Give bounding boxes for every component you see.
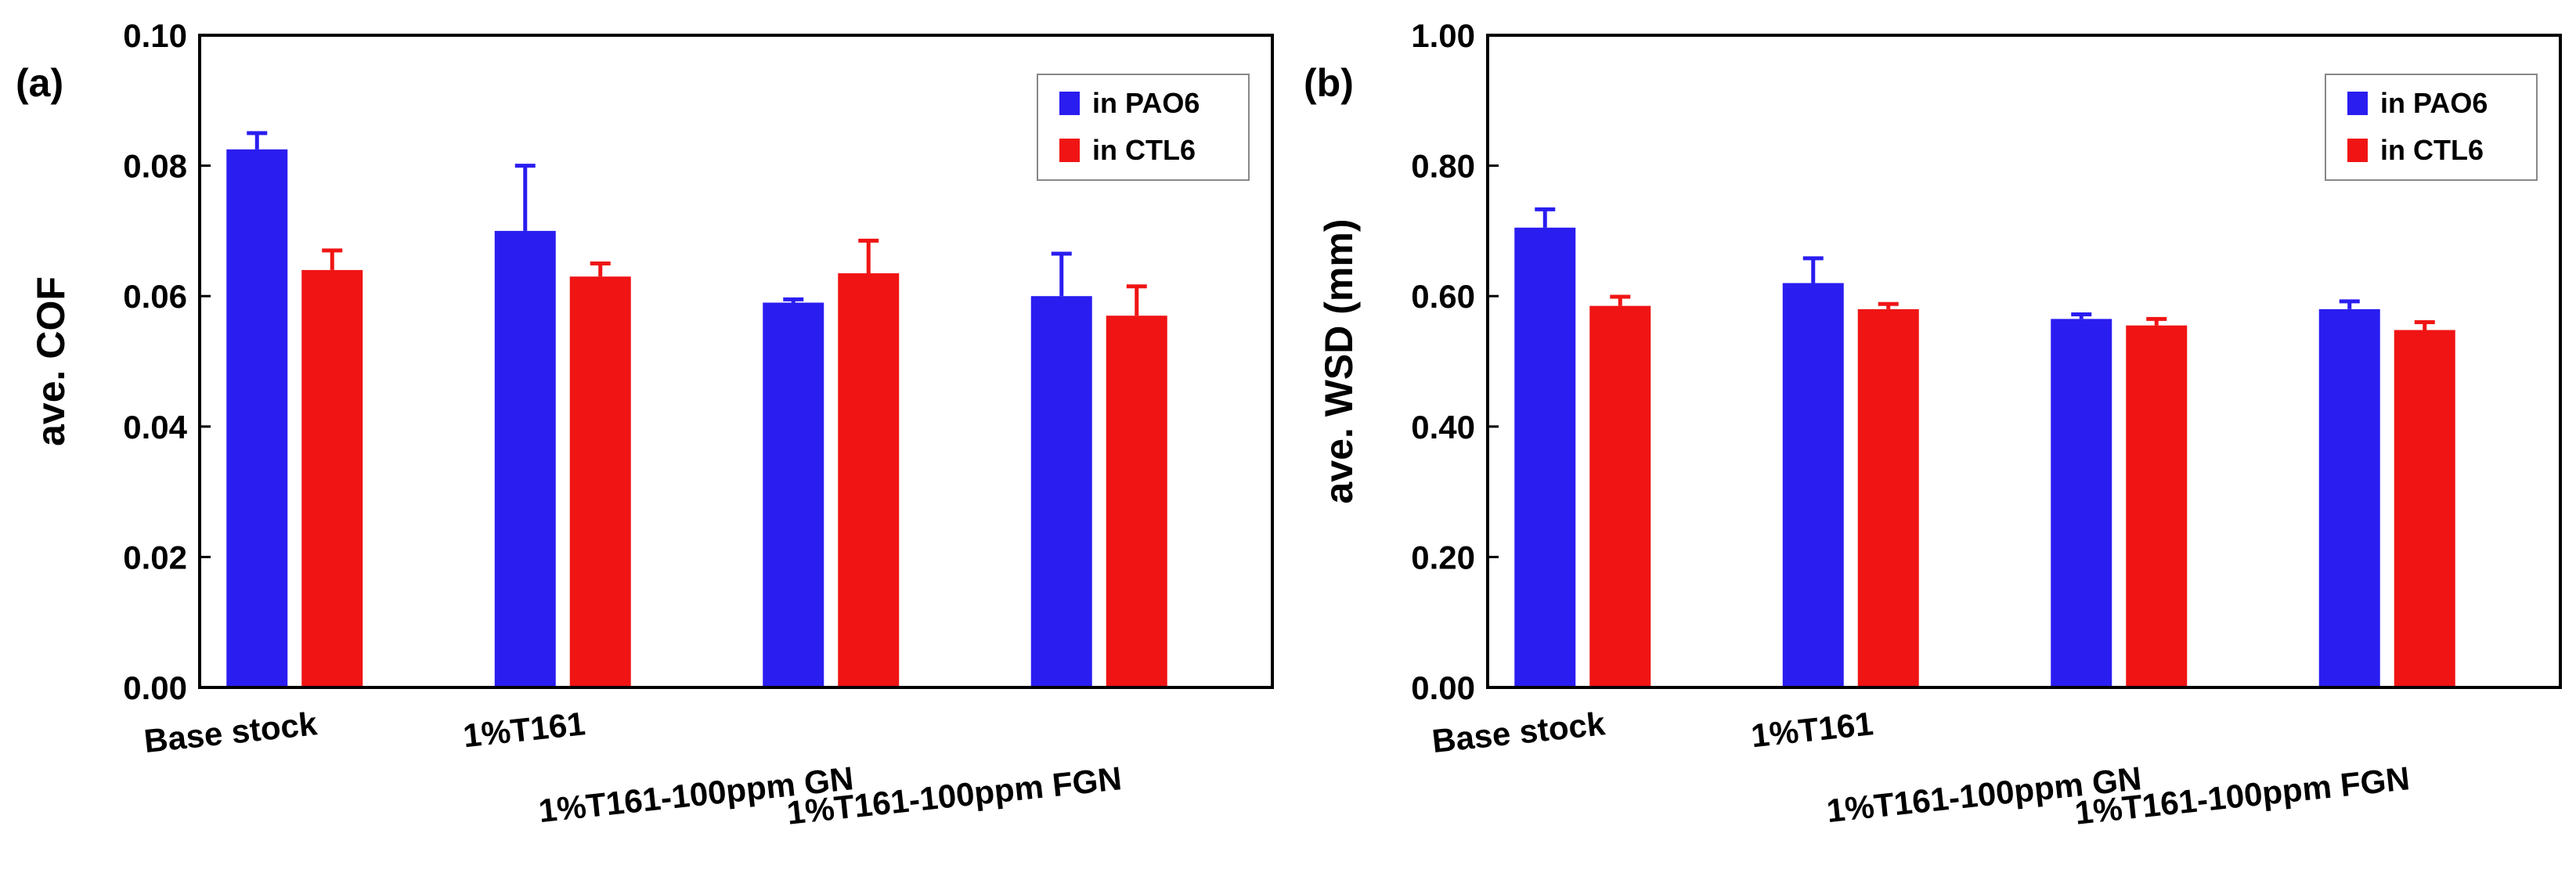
legend-swatch-2: [1059, 139, 1080, 162]
y-tick-label: 0.40: [1411, 409, 1475, 446]
bar-in-pao6-2: [1783, 283, 1844, 687]
y-tick-label: 1.00: [1411, 17, 1475, 54]
y-tick-label: 0.20: [1411, 539, 1475, 575]
x-tick-label: 1%T161: [1749, 705, 1874, 754]
legend-label-2: in CTL6: [2380, 134, 2484, 166]
bar-in-pao6-1: [1514, 228, 1575, 687]
y-tick-label: 0.06: [123, 278, 187, 315]
bar-in-ctl6-3: [2126, 326, 2187, 687]
bar-in-pao6-3: [2051, 319, 2112, 687]
bar-in-pao6-4: [1031, 296, 1092, 687]
chart-panel-b: (b) ave. WSD (mm) 0.00 0.20 0.40 0.60 0.80 1.00…: [1288, 0, 2576, 873]
bar-in-ctl6-4: [1106, 316, 1167, 687]
bar-in-ctl6-1: [1589, 306, 1651, 687]
y-tick-label: 0.10: [123, 17, 187, 54]
x-tick-label: 1%T161: [461, 705, 586, 754]
bar-in-ctl6-3: [838, 273, 899, 687]
y-axis-label: ave. WSD (mm): [1317, 219, 1361, 504]
x-tick-label: Base stock: [1431, 705, 1607, 759]
bar-in-pao6-3: [763, 303, 824, 687]
y-tick-label: 0.60: [1411, 278, 1475, 315]
legend-swatch-1: [2347, 92, 2368, 115]
chart-panel-a: (a) ave. COF 0.00 0.02 0.04 0.06 0.08 0.10 Base …: [0, 0, 1288, 873]
panel-label: (b): [1304, 61, 1354, 105]
y-tick-label: 0.00: [1411, 669, 1475, 706]
bar-in-pao6-4: [2319, 309, 2380, 687]
legend-label-1: in PAO6: [2380, 87, 2488, 119]
bar-in-pao6-1: [226, 150, 287, 687]
y-tick-label: 0.08: [123, 148, 187, 185]
bar-in-ctl6-2: [1858, 309, 1919, 687]
bar-in-ctl6-1: [301, 270, 363, 687]
y-tick-label: 0.80: [1411, 148, 1475, 185]
legend-label-1: in PAO6: [1092, 87, 1200, 119]
y-tick-label: 0.00: [123, 669, 187, 706]
legend-swatch-2: [2347, 139, 2368, 162]
chart-b-svg: (b) ave. WSD (mm) 0.00 0.20 0.40 0.60 0.80 1.00…: [1288, 0, 2576, 873]
y-tick-label: 0.02: [123, 539, 187, 575]
panel-label: (a): [16, 61, 63, 105]
y-axis-label: ave. COF: [29, 276, 73, 446]
x-tick-label: Base stock: [143, 705, 319, 759]
legend-swatch-1: [1059, 92, 1080, 115]
legend-label-2: in CTL6: [1092, 134, 1196, 166]
y-tick-label: 0.04: [123, 409, 187, 446]
bar-in-pao6-2: [495, 231, 556, 687]
bar-in-ctl6-2: [570, 276, 631, 687]
bar-in-ctl6-4: [2394, 330, 2455, 687]
chart-a-svg: (a) ave. COF 0.00 0.02 0.04 0.06 0.08 0.10 Base …: [0, 0, 1288, 873]
